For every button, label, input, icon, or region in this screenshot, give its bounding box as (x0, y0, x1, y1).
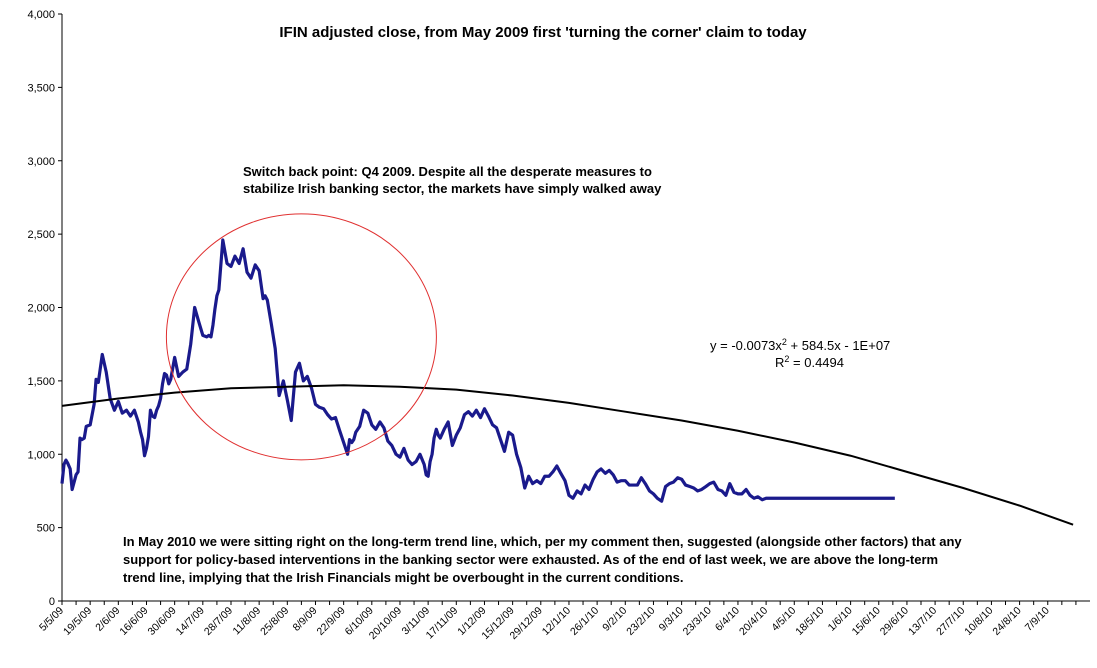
x-tick-label: 27/7/10 (934, 605, 967, 638)
r-squared-rest: = 0.4494 (789, 355, 844, 370)
y-tick-label: 2,000 (27, 303, 55, 315)
x-tick-label: 13/7/10 (906, 605, 939, 638)
x-tick-label: 7/9/10 (1023, 605, 1052, 634)
trend-equation: y = -0.0073x2 + 584.5x - 1E+07 (710, 337, 890, 353)
x-tick-label: 29/6/10 (878, 605, 911, 638)
x-tick-label: 16/6/09 (117, 605, 150, 638)
y-tick-label: 0 (49, 596, 55, 608)
trend-equation-rest: + 584.5x - 1E+07 (787, 338, 890, 353)
x-tick-label: 10/8/10 (962, 605, 995, 638)
series-line-trend (61, 384, 1074, 526)
trend-equation-main: y = -0.0073x (710, 338, 782, 353)
r-squared: R2 = 0.4494 (775, 354, 844, 370)
x-tick-label: 11/8/09 (231, 605, 264, 638)
x-tick-label: 14/7/09 (174, 605, 207, 638)
series-line-price (60, 238, 895, 503)
x-tick-label: 12/1/10 (540, 605, 573, 638)
x-tick-label: 23/2/10 (624, 605, 657, 638)
bottom-annotation-line-1: In May 2010 we were sitting right on the… (123, 534, 962, 549)
r-squared-main: R (775, 355, 784, 370)
x-tick-label: 19/5/09 (61, 605, 94, 638)
x-tick-label: 24/8/10 (990, 605, 1023, 638)
switch-back-annotation-line-1: Switch back point: Q4 2009. Despite all … (243, 164, 652, 179)
r-squared-sup: 2 (784, 354, 789, 364)
x-tick-label: 20/4/10 (737, 605, 770, 638)
x-tick-label: 18/5/10 (793, 605, 826, 638)
x-tick-label: 15/6/10 (850, 605, 883, 638)
switch-back-annotation-line-2: stabilize Irish banking sector, the mark… (243, 181, 662, 196)
x-tick-label: 22/9/09 (314, 605, 347, 638)
y-tick-label: 500 (37, 523, 55, 535)
y-tick-label: 1,000 (27, 449, 55, 461)
trend-equation-sup: 2 (782, 337, 787, 347)
y-tick-label: 3,000 (27, 156, 55, 168)
series-layer (60, 238, 1074, 526)
bottom-annotation-line-2: support for policy-based interventions i… (123, 552, 938, 567)
x-tick-label: 26/1/10 (568, 605, 601, 638)
y-tick-label: 3,500 (27, 82, 55, 94)
x-tick-label: 28/7/09 (202, 605, 235, 638)
y-tick-label: 2,500 (27, 229, 55, 241)
y-tick-label: 4,000 (27, 9, 55, 21)
y-tick-label: 1,500 (27, 376, 55, 388)
x-tick-label: 23/3/10 (681, 605, 714, 638)
y-axis: 0 500 1,000 1,500 2,000 2,500 3,000 3,500 4,000 (27, 9, 63, 608)
highlight-circle (165, 213, 437, 461)
bottom-annotation-line-3: trend line, implying that the Irish Fina… (123, 570, 684, 585)
x-tick-label: 25/8/09 (258, 605, 291, 638)
chart-title: IFIN adjusted close, from May 2009 first… (279, 24, 807, 41)
x-tick-label: 30/6/09 (146, 605, 179, 638)
